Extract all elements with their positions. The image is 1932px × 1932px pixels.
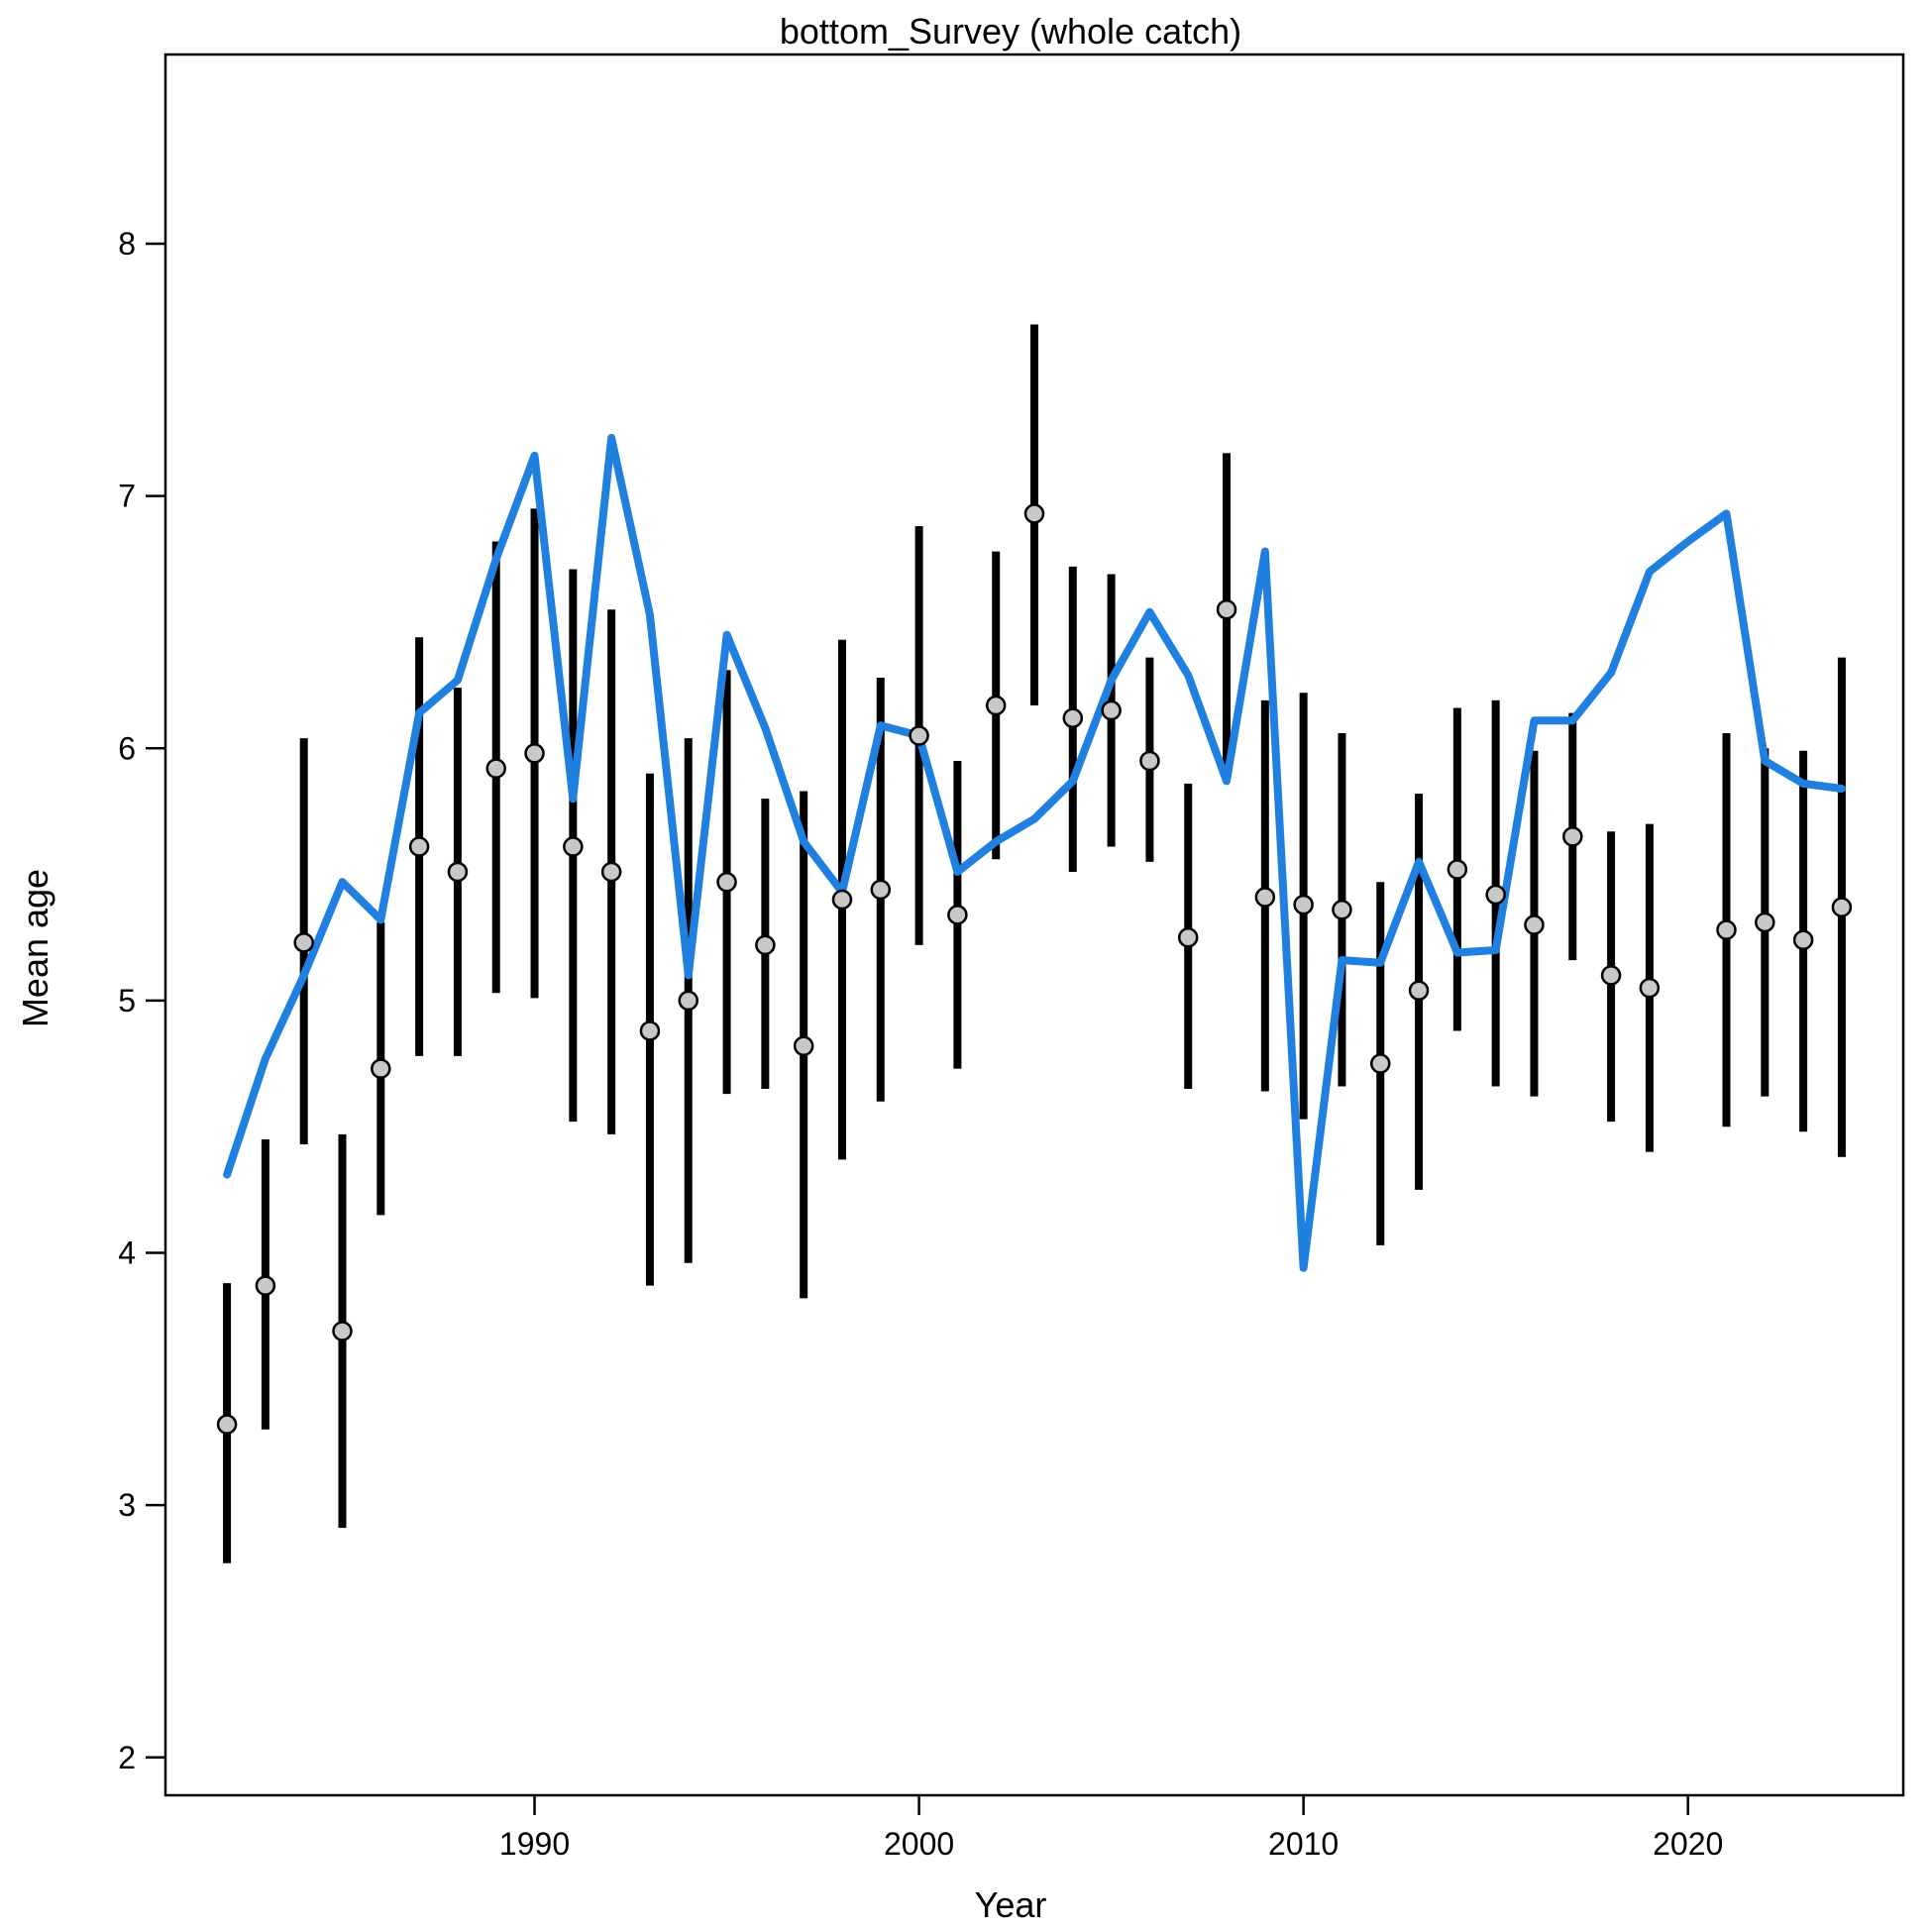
observed-point: [1485, 884, 1506, 906]
observed-point: [793, 1035, 814, 1056]
observed-point: [1177, 926, 1199, 948]
observed-point: [1023, 503, 1045, 524]
y-tick-label: 6: [118, 730, 136, 766]
observed-point: [1369, 1053, 1391, 1074]
x-tick-label: 2010: [1268, 1826, 1339, 1862]
observed-point: [332, 1321, 353, 1342]
observed-point: [1254, 887, 1276, 908]
observed-point: [408, 836, 430, 857]
observed-point: [600, 861, 622, 883]
observed-point: [678, 990, 699, 1012]
observed-point: [947, 905, 968, 925]
observed-point: [755, 934, 776, 956]
observed-point: [524, 743, 545, 764]
observed-point: [1600, 965, 1622, 986]
y-axis-title: Mean age: [15, 869, 55, 1027]
observed-point: [447, 861, 469, 883]
observed-point: [293, 932, 314, 953]
chart-title: bottom_Survey (whole catch): [780, 11, 1241, 52]
observed-point: [1293, 894, 1314, 915]
observed-point: [1062, 707, 1084, 728]
observed-point: [216, 1414, 238, 1435]
observed-point: [1524, 914, 1545, 935]
observed-point: [716, 871, 737, 893]
observed-point: [639, 1020, 661, 1041]
y-tick-label: 4: [118, 1235, 136, 1271]
observed-point: [485, 758, 506, 779]
expected-mean-age-line: [223, 434, 1846, 1272]
observed-point: [1408, 980, 1430, 1001]
observed-point: [1639, 977, 1661, 999]
y-tick-label: 2: [118, 1740, 136, 1775]
x-tick-label: 1990: [499, 1826, 570, 1862]
observed-point: [1792, 929, 1814, 951]
y-axis: 2 3 4 5 6 7 8: [118, 226, 165, 1775]
x-axis-title: Year: [975, 1884, 1047, 1925]
x-axis: 1990 2000 2010 2020: [499, 1795, 1723, 1862]
observed-point: [1332, 899, 1352, 920]
observed-point: [1101, 699, 1122, 721]
y-tick-label: 5: [118, 983, 136, 1019]
y-tick-label: 3: [118, 1487, 136, 1523]
observed-point: [1755, 912, 1775, 933]
y-tick-label: 7: [118, 479, 136, 514]
observed-point: [1216, 598, 1237, 620]
x-tick-label: 2020: [1653, 1826, 1723, 1862]
observed-point: [870, 879, 892, 901]
observed-point: [1716, 919, 1737, 940]
observed-point: [255, 1275, 276, 1296]
observed-point: [985, 695, 1007, 716]
y-tick-label: 8: [118, 226, 136, 262]
observed-point: [1562, 826, 1583, 847]
x-tick-label: 2000: [884, 1826, 954, 1862]
observed-point: [1447, 859, 1468, 880]
plot-frame: [163, 53, 1905, 1797]
observed-points: [216, 503, 1853, 1435]
observed-point: [1831, 897, 1853, 917]
observed-point: [909, 725, 929, 746]
observed-point: [1139, 750, 1160, 772]
observed-point: [831, 889, 853, 911]
observed-point: [563, 836, 584, 857]
observed-point: [371, 1058, 391, 1079]
